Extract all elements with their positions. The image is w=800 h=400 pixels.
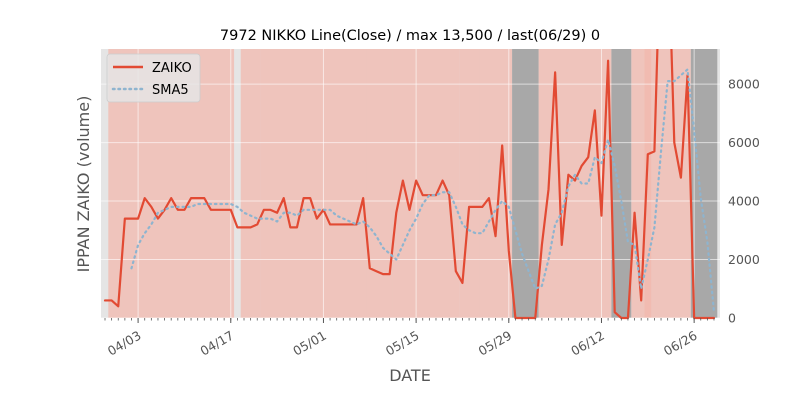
x-tick-label: 05/15 xyxy=(383,328,422,359)
sma5-series-line xyxy=(130,68,716,314)
red-band-5 xyxy=(366,49,393,318)
legend-sma5-label: SMA5 xyxy=(152,83,189,98)
gray-band-2 xyxy=(690,49,718,318)
x-axis: 04/03 04/17 05/01 05/15 05/29 06/12 06/26 xyxy=(104,318,715,359)
x-tick-label: 05/29 xyxy=(476,328,515,359)
x-tick-label: 05/01 xyxy=(290,328,329,359)
y-tick-label: 4000 xyxy=(728,194,760,209)
series-lines xyxy=(103,49,716,320)
red-band-0 xyxy=(108,49,122,318)
y-tick-label: 8000 xyxy=(728,77,760,92)
gray-band-0 xyxy=(512,49,539,318)
y-tick-label: 6000 xyxy=(728,135,760,150)
x-tick-label: 06/26 xyxy=(661,328,700,359)
shaded-bands xyxy=(108,49,718,318)
zaiko-series-line xyxy=(103,49,716,320)
y-tick-label: 2000 xyxy=(728,252,760,267)
red-band-4 xyxy=(313,49,367,318)
red-band-2 xyxy=(240,49,261,318)
gridlines xyxy=(101,49,720,319)
y-tick-label: 0 xyxy=(728,311,736,326)
y-axis-label: IPPAN ZAIKO (volume) xyxy=(74,96,93,273)
x-tick-label: 06/12 xyxy=(568,328,607,359)
gray-band-1 xyxy=(611,49,632,318)
legend: ZAIKO SMA5 xyxy=(106,53,201,103)
y-axis: 0 2000 4000 6000 8000 xyxy=(728,77,760,326)
x-tick-label: 04/17 xyxy=(198,328,237,359)
red-band-8 xyxy=(479,49,513,318)
x-axis-label: DATE xyxy=(389,366,431,385)
legend-zaiko-label: ZAIKO xyxy=(152,61,192,76)
red-band-3 xyxy=(260,49,314,318)
red-band-7 xyxy=(459,49,480,318)
x-tick-label: 04/03 xyxy=(105,328,144,359)
plot-area xyxy=(101,49,720,320)
chart-title: 7972 NIKKO Line(Close) / max 13,500 / la… xyxy=(220,28,600,44)
red-band-11 xyxy=(644,49,691,318)
